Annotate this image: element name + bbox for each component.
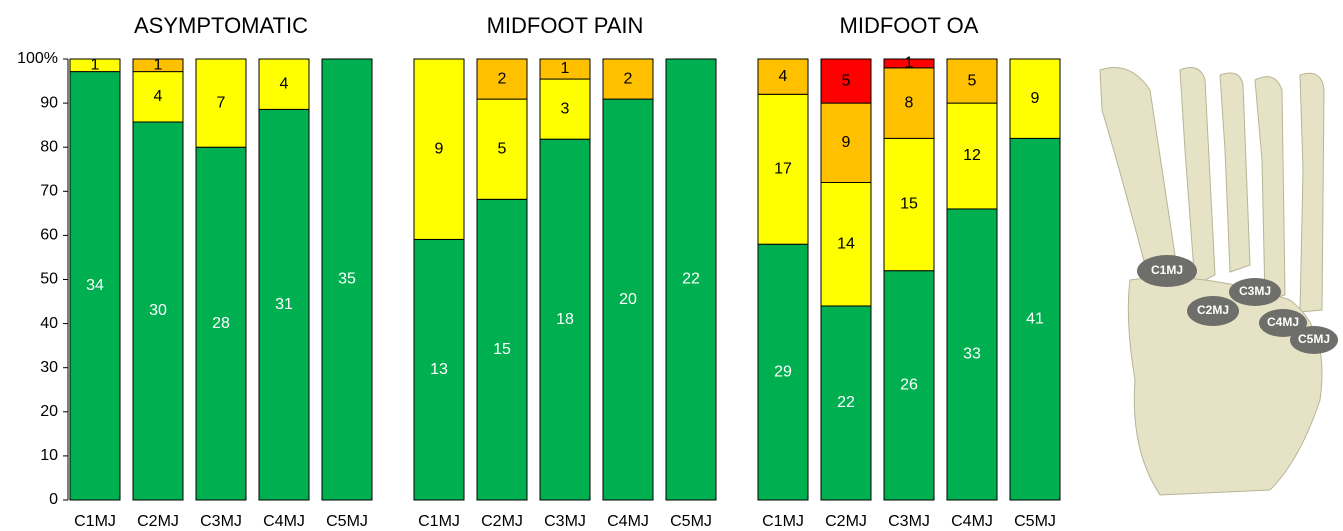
joint-label: C1MJ <box>1151 263 1183 277</box>
value-label: 4 <box>280 75 289 92</box>
chart-title: MIDFOOT PAIN <box>487 13 644 38</box>
y-tick-label: 100% <box>17 50 58 67</box>
joint-label: C3MJ <box>1239 284 1271 298</box>
chart-title: MIDFOOT OA <box>840 13 979 38</box>
value-label: 1 <box>154 57 163 74</box>
x-tick-label: C2MJ <box>481 513 523 530</box>
value-label: 1 <box>905 55 914 72</box>
x-tick-label: C4MJ <box>951 513 993 530</box>
value-label: 12 <box>963 147 981 164</box>
value-label: 18 <box>556 311 574 328</box>
joint-label: C2MJ <box>1197 303 1229 317</box>
value-label: 35 <box>338 271 356 288</box>
x-tick-label: C2MJ <box>137 513 179 530</box>
value-label: 15 <box>900 196 918 213</box>
x-tick-label: C1MJ <box>762 513 804 530</box>
value-label: 28 <box>212 315 230 332</box>
value-label: 41 <box>1026 310 1044 327</box>
bone <box>1255 77 1285 300</box>
value-label: 15 <box>493 341 511 358</box>
x-tick-label: C5MJ <box>326 513 368 530</box>
value-label: 3 <box>561 100 570 117</box>
x-tick-label: C5MJ <box>1014 513 1056 530</box>
value-label: 17 <box>774 160 792 177</box>
value-label: 9 <box>435 140 444 157</box>
y-tick-label: 10 <box>40 447 58 464</box>
joint-label: C5MJ <box>1298 332 1330 346</box>
figure: C1MJ C2MJ C3MJ C4MJ C5MJ ASYMPTOMATIC 0 10… <box>0 0 1343 531</box>
y-tick-label: 70 <box>40 183 58 200</box>
y-tick-label: 20 <box>40 403 58 420</box>
joint-label: C4MJ <box>1267 315 1299 329</box>
value-label: 5 <box>842 72 851 89</box>
value-label: 13 <box>430 361 448 378</box>
x-tick-label: C1MJ <box>418 513 460 530</box>
x-tick-label: C3MJ <box>200 513 242 530</box>
value-label: 9 <box>1031 90 1040 107</box>
value-label: 5 <box>968 72 977 89</box>
value-label: 7 <box>217 94 226 111</box>
y-tick-label: 90 <box>40 94 58 111</box>
x-tick-label: C1MJ <box>74 513 116 530</box>
page: C1MJ C2MJ C3MJ C4MJ C5MJ ASYMPTOMATIC 0 10… <box>0 0 1343 531</box>
value-label: 34 <box>86 277 104 294</box>
value-label: 1 <box>91 57 100 74</box>
y-tick-label: 40 <box>40 315 58 332</box>
value-label: 20 <box>619 291 637 308</box>
y-tick-label: 0 <box>49 491 58 508</box>
value-label: 31 <box>275 296 293 313</box>
bone <box>1300 73 1324 312</box>
x-tick-label: C3MJ <box>888 513 930 530</box>
x-tick-label: C2MJ <box>825 513 867 530</box>
y-tick-label: 80 <box>40 138 58 155</box>
value-label: 30 <box>149 302 167 319</box>
value-label: 5 <box>498 140 507 157</box>
bone <box>1100 68 1175 266</box>
value-label: 9 <box>842 134 851 151</box>
y-tick-label: 60 <box>40 227 58 244</box>
value-label: 2 <box>624 70 633 87</box>
value-label: 14 <box>837 235 855 252</box>
chart-title: ASYMPTOMATIC <box>134 13 308 38</box>
value-label: 4 <box>779 68 788 85</box>
x-tick-label: C4MJ <box>607 513 649 530</box>
value-label: 26 <box>900 377 918 394</box>
value-label: 1 <box>561 60 570 77</box>
value-label: 4 <box>154 88 163 105</box>
y-tick-label: 30 <box>40 359 58 376</box>
y-tick-label: 50 <box>40 271 58 288</box>
x-tick-label: C4MJ <box>263 513 305 530</box>
value-label: 22 <box>837 394 855 411</box>
bone <box>1220 73 1250 272</box>
x-tick-label: C5MJ <box>670 513 712 530</box>
value-label: 29 <box>774 363 792 380</box>
value-label: 8 <box>905 94 914 111</box>
x-tick-label: C3MJ <box>544 513 586 530</box>
bone <box>1180 68 1215 285</box>
value-label: 22 <box>682 271 700 288</box>
value-label: 2 <box>498 70 507 87</box>
value-label: 33 <box>963 346 981 363</box>
foot-illustration: C1MJ C2MJ C3MJ C4MJ C5MJ <box>1100 68 1338 496</box>
